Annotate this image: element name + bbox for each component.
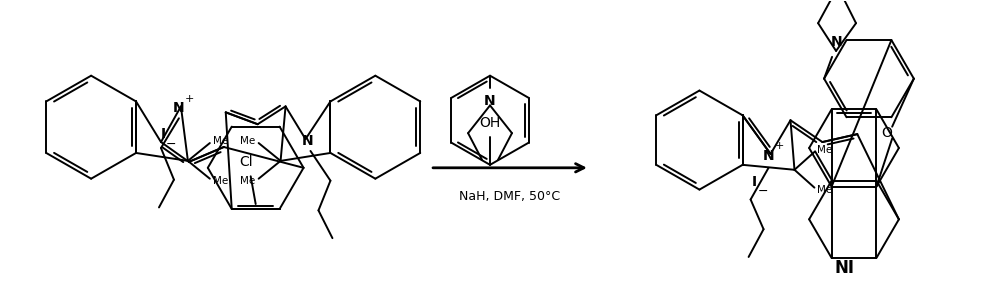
Text: I: I xyxy=(752,175,757,189)
Text: O: O xyxy=(882,126,893,140)
Text: NaH, DMF, 50°C: NaH, DMF, 50°C xyxy=(459,190,561,203)
Text: Me: Me xyxy=(240,176,256,186)
Text: N: N xyxy=(830,35,842,49)
Text: N: N xyxy=(484,94,496,107)
Text: Me: Me xyxy=(213,136,228,146)
Text: N: N xyxy=(302,134,313,148)
Text: Me: Me xyxy=(213,176,228,186)
Text: −: − xyxy=(757,185,768,198)
Text: N: N xyxy=(173,101,185,115)
Text: OH: OH xyxy=(479,116,501,130)
Text: Me: Me xyxy=(817,145,833,155)
Text: +: + xyxy=(775,141,784,151)
Text: Cl: Cl xyxy=(239,155,253,169)
Text: I: I xyxy=(160,127,166,141)
Text: N: N xyxy=(763,149,774,163)
Text: NI: NI xyxy=(834,259,854,277)
Text: +: + xyxy=(185,94,195,104)
Text: Me: Me xyxy=(240,136,256,146)
Text: −: − xyxy=(166,137,176,150)
Text: Me: Me xyxy=(817,185,833,195)
